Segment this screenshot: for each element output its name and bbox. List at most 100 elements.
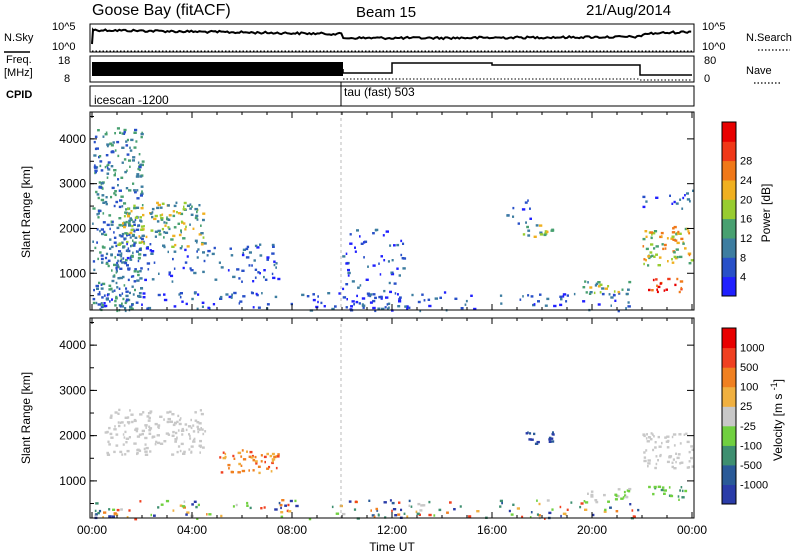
echo-cell (657, 285, 661, 289)
echo-cell (681, 207, 684, 210)
echo-cell (206, 254, 209, 257)
echo-cell (573, 292, 576, 296)
echo-cell (642, 237, 646, 241)
echo-cell (202, 212, 206, 215)
echo-cell (280, 511, 284, 514)
echo-cell (621, 288, 624, 291)
echo-cell (201, 241, 204, 245)
echo-cell (129, 291, 131, 295)
echo-cell (124, 232, 128, 235)
echo-cell (277, 277, 281, 281)
echo-cell (94, 164, 96, 167)
echo-cell (140, 225, 144, 228)
echo-cell (135, 175, 140, 178)
echo-cell (101, 304, 105, 307)
echo-cell (119, 267, 123, 270)
echo-cell (107, 440, 110, 443)
echo-cell (164, 231, 169, 234)
echo-cell (622, 496, 625, 499)
echo-cell (127, 267, 131, 270)
echo-cell (649, 255, 652, 258)
echo-cell (241, 449, 244, 452)
echo-cell (648, 231, 651, 234)
echo-cell (171, 453, 175, 456)
echo-cell (97, 129, 100, 132)
echo-cell (342, 287, 345, 291)
echo-cell (582, 300, 586, 303)
echo-cell (179, 504, 183, 507)
echo-cell (566, 508, 569, 511)
echo-cell (110, 144, 114, 147)
echo-cell (240, 464, 243, 467)
colorbar-segment (722, 160, 736, 181)
echo-cell (106, 166, 109, 169)
echo-cell (126, 264, 129, 267)
echo-cell (688, 262, 692, 265)
echo-cell (289, 499, 293, 503)
echo-cell (134, 288, 136, 292)
echo-cell (163, 245, 166, 249)
echo-cell (128, 159, 132, 162)
echo-cell (197, 503, 200, 507)
echo-cell (647, 255, 651, 258)
echo-cell (122, 297, 125, 301)
echo-cell (530, 438, 534, 441)
echo-cell (627, 305, 631, 308)
echo-cell (110, 220, 113, 223)
echo-cell (109, 247, 112, 250)
echo-cell (460, 307, 464, 310)
echo-cell (535, 224, 539, 227)
echo-cell (121, 241, 124, 244)
echo-cell (116, 140, 120, 144)
echo-cell (628, 487, 632, 491)
echo-cell (562, 512, 567, 515)
echo-cell (114, 304, 117, 307)
colorbar-segment (722, 386, 736, 407)
echo-cell (389, 290, 392, 294)
echo-cell (625, 292, 629, 296)
echo-cell (281, 499, 285, 502)
echo-cell (200, 224, 202, 227)
echo-cell (142, 213, 145, 217)
echo-cell (388, 306, 390, 309)
echo-cell (177, 429, 180, 432)
echo-cell (156, 206, 160, 210)
echo-cell (615, 510, 619, 513)
cpid-program-1: icescan -1200 (94, 93, 169, 107)
echo-cell (118, 234, 122, 237)
echo-cell (676, 232, 680, 235)
echo-cell (525, 432, 529, 435)
echo-cell (138, 165, 142, 169)
echo-cell (446, 511, 449, 514)
echo-cell (104, 133, 108, 136)
echo-cell (110, 253, 113, 256)
echo-cell (118, 223, 122, 227)
echo-cell (128, 436, 131, 439)
echo-cell (138, 164, 141, 167)
echo-cell (529, 432, 532, 435)
echo-cell (96, 228, 99, 231)
echo-cell (648, 485, 651, 489)
echo-cell (153, 217, 157, 221)
echo-cell (396, 243, 400, 247)
echo-cell (644, 230, 648, 233)
echo-cell (579, 505, 582, 509)
echo-cell (656, 290, 659, 294)
y-tick-label: 4000 (59, 132, 86, 146)
echo-cell (420, 504, 424, 507)
echo-cell (117, 265, 120, 269)
echo-cell (179, 296, 182, 299)
echo-cell (667, 260, 669, 263)
echo-cell (93, 165, 97, 168)
echo-cell (608, 293, 611, 296)
echo-cell (327, 292, 331, 295)
echo-cell (686, 192, 689, 195)
echo-cell (522, 295, 524, 298)
echo-cell (154, 230, 158, 233)
echo-cell (382, 234, 385, 237)
echo-cell (647, 465, 649, 468)
echo-cell (272, 276, 276, 280)
echo-cell (106, 144, 109, 148)
echo-cell (670, 237, 674, 240)
echo-cell (512, 206, 515, 210)
